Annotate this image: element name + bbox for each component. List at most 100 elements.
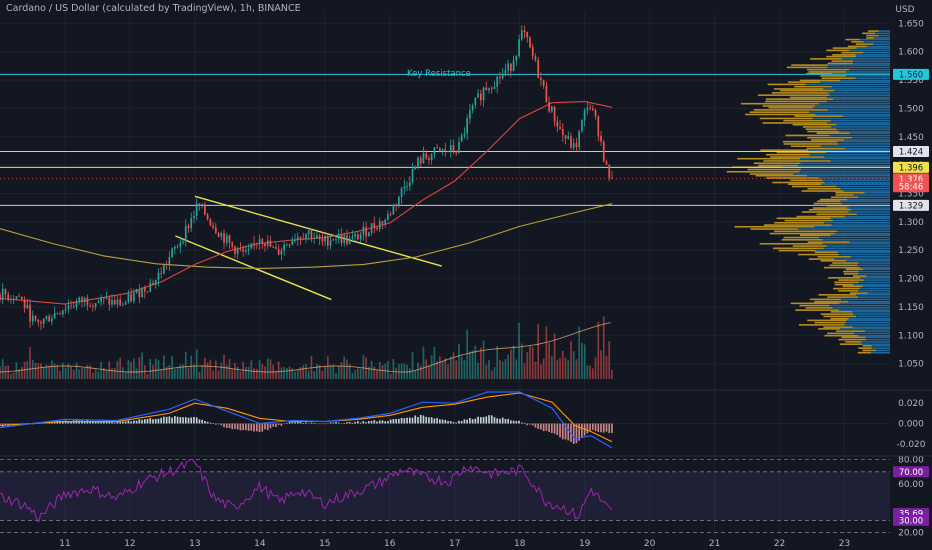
macd-histogram-bar [534, 423, 537, 428]
volume-profile-bar-down [791, 185, 837, 188]
macd-histogram-bar [529, 423, 531, 425]
volume-bar [31, 359, 34, 379]
volume-profile-bar-up [799, 170, 890, 173]
volume-bar [124, 371, 127, 379]
volume-bar [591, 368, 594, 379]
price-tag-label: 1.424 [899, 148, 923, 158]
macd-histogram-bar [605, 423, 608, 432]
macd-histogram-bar [447, 420, 449, 424]
price-tick-label: 1.350 [898, 190, 924, 200]
volume-profile-bar-up [840, 328, 890, 330]
volume-bar [231, 369, 234, 379]
volume-profile-bar-down [838, 279, 864, 281]
macd-histogram-bar [586, 423, 589, 434]
macd-histogram-bar [406, 417, 408, 424]
macd-histogram-bar [149, 418, 152, 424]
volume-bar [143, 365, 146, 379]
volume-profile-bar-up [858, 270, 890, 273]
volume-bar [42, 366, 45, 379]
candle-body [190, 218, 193, 228]
candle-body [272, 246, 275, 248]
volume-bar [561, 350, 564, 379]
time-tick-label: 13 [189, 539, 200, 549]
candle-body [102, 297, 105, 299]
volume-bar [373, 366, 376, 379]
candle-body [444, 149, 447, 152]
macd-histogram-bar [482, 416, 485, 424]
macd-histogram-bar [367, 421, 370, 424]
volume-profile-bar-down [857, 351, 871, 354]
macd-histogram-bar [572, 423, 575, 444]
macd-histogram-bar [545, 423, 548, 431]
macd-histogram-bar [414, 415, 417, 424]
volume-profile-bar-up [845, 321, 890, 324]
macd-histogram-bar [193, 416, 195, 424]
volume-profile-bar-up [858, 262, 890, 264]
macd-histogram-bar [359, 422, 362, 424]
macd-histogram-bar [578, 423, 581, 441]
volume-bar [430, 355, 433, 379]
volume-profile-bar-up [798, 164, 890, 167]
candle-body [42, 319, 45, 324]
volume-profile-bar-down [827, 296, 859, 298]
candle-body [575, 143, 578, 147]
volume-bar [485, 364, 488, 379]
volume-profile-bar-up [844, 147, 890, 150]
candle-body [283, 244, 285, 251]
price-tick-label: 1.300 [898, 218, 924, 228]
candle-body [108, 297, 111, 305]
volume-bar [395, 367, 397, 379]
key-resistance-annotation[interactable]: Key Resistance [407, 69, 471, 79]
volume-profile-bar-up [848, 300, 890, 303]
volume-profile-bar-up [829, 134, 890, 137]
candle-body [116, 299, 119, 305]
volume-bar [149, 358, 152, 379]
volume-bar [575, 359, 578, 379]
volume-profile-bar-up [875, 32, 890, 35]
volume-bar [466, 329, 469, 379]
candle-body [398, 196, 400, 205]
volume-bar [463, 360, 466, 379]
volume-profile-bar-down [868, 30, 879, 32]
macd-histogram-bar [310, 422, 313, 424]
volume-bar [540, 364, 542, 379]
price-axis[interactable]: 1.6501.6001.5501.5001.4501.4001.3501.300… [890, 0, 932, 550]
volume-bar [433, 346, 436, 379]
macd-histogram-bar [384, 421, 387, 424]
volume-profile-bar-down [783, 236, 819, 239]
volume-ma-line [0, 322, 611, 373]
candle-body [280, 250, 283, 255]
macd-histogram-bar [305, 422, 307, 424]
volume-profile-bar-up [805, 83, 890, 86]
price-tag-label: 1.329 [899, 201, 923, 211]
volume-profile-bar-up [831, 85, 890, 88]
volume-profile-bar-up [844, 324, 890, 326]
macd-histogram-bar [493, 417, 496, 424]
macd-tick-label: 0.000 [898, 420, 924, 430]
volume-profile-bar-up [828, 92, 890, 94]
volume-profile-bar-down [818, 328, 841, 330]
time-axis[interactable]: 11 12 13 14 15 16 17 18 19 20 21 22 23 [59, 539, 850, 549]
volume-bar [176, 366, 179, 379]
volume-profile-bar-down [795, 309, 840, 311]
volume-profile-bar-down [845, 341, 862, 343]
volume-bar [348, 363, 351, 379]
volume-bar [294, 371, 296, 379]
rsi-tick-label: 20.00 [898, 529, 924, 539]
volume-bar [419, 365, 422, 379]
volume-bar [469, 351, 471, 379]
macd-histogram-bar [217, 423, 220, 425]
volume-profile-bar-down [792, 245, 827, 247]
candle-body [307, 230, 310, 234]
candle-body [469, 110, 471, 119]
volume-bar [326, 356, 329, 379]
rsi-tag-label: 35.69 [899, 509, 923, 519]
volume-bar [138, 357, 141, 379]
candle-body [127, 294, 130, 303]
candle-body [414, 166, 417, 170]
volume-profile-bar-down [805, 128, 837, 131]
volume-bar [471, 350, 474, 379]
macd-histogram-bar [520, 422, 523, 424]
volume-bar [250, 360, 253, 379]
